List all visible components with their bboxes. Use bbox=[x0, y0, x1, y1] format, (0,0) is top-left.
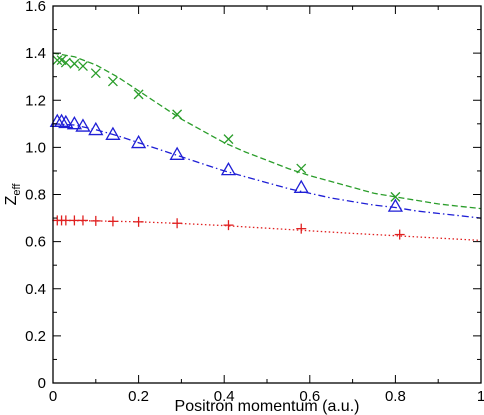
x-tick-label: 1 bbox=[477, 388, 484, 405]
point-cross bbox=[60, 57, 71, 68]
point-plus bbox=[107, 216, 118, 227]
point-cross-stroke bbox=[133, 89, 144, 100]
point-cross bbox=[296, 163, 307, 174]
point-cross-stroke bbox=[52, 55, 63, 66]
point-cross bbox=[223, 134, 234, 145]
point-triangle bbox=[130, 134, 147, 149]
point-cross bbox=[390, 191, 401, 202]
point-plus bbox=[60, 215, 71, 226]
y-axis-title-subscript: eff bbox=[11, 183, 23, 196]
x-tick-label: 0.2 bbox=[128, 388, 149, 405]
point-triangle bbox=[53, 113, 70, 127]
point-cross bbox=[172, 109, 183, 120]
point-cross-stroke bbox=[296, 163, 307, 174]
y-tick-label: 0.2 bbox=[25, 328, 46, 345]
point-cross-stroke bbox=[223, 134, 234, 145]
point-plus bbox=[133, 216, 144, 227]
y-tick-label: 1.2 bbox=[25, 92, 46, 109]
point-cross-stroke bbox=[107, 76, 118, 87]
y-tick-label: 1.0 bbox=[25, 139, 46, 156]
point-cross-stroke bbox=[390, 191, 401, 202]
tick-labels: 0 0.2 0.4 0.6 0.8 1 0 0.2 0.4 0.6 0.8 1.0 1.2 1.4 1.6 bbox=[25, 0, 484, 405]
x-tick-label: 0.6 bbox=[299, 388, 320, 405]
point-triangle bbox=[58, 114, 74, 129]
point-plus bbox=[69, 215, 80, 226]
plot-frame bbox=[52, 5, 482, 384]
point-triangle bbox=[75, 118, 91, 132]
model-curves bbox=[52, 52, 482, 242]
point-plus bbox=[172, 218, 183, 229]
point-triangle bbox=[220, 161, 237, 176]
data-points bbox=[49, 55, 405, 240]
point-cross bbox=[133, 89, 144, 100]
y-tick-label: 1.4 bbox=[25, 45, 46, 62]
y-tick-label: 0.4 bbox=[25, 281, 46, 298]
y-tick-label: 1.6 bbox=[25, 0, 46, 15]
point-cross bbox=[78, 61, 88, 72]
point-cross-stroke bbox=[69, 58, 80, 69]
point-plus bbox=[77, 215, 88, 226]
point-triangle bbox=[387, 198, 404, 212]
point-cross-stroke bbox=[60, 57, 71, 68]
x-tick-label: 0.8 bbox=[385, 388, 406, 405]
y-axis-title: Zeff bbox=[3, 183, 23, 206]
x-tick-label: 0 bbox=[49, 388, 57, 405]
point-cross-stroke bbox=[90, 68, 101, 79]
point-cross bbox=[52, 55, 63, 66]
point-triangle bbox=[105, 126, 121, 140]
point-cross bbox=[69, 58, 80, 69]
x-axis-title: Positron momentum (a.u.) bbox=[175, 398, 360, 415]
y-tick-label: 0.8 bbox=[25, 187, 46, 204]
point-triangle bbox=[66, 116, 83, 130]
point-triangle bbox=[293, 179, 309, 193]
point-plus bbox=[223, 220, 234, 231]
point-plus bbox=[90, 215, 101, 226]
point-cross bbox=[90, 68, 101, 79]
point-plus bbox=[296, 223, 307, 234]
curve-dashed bbox=[52, 52, 482, 210]
point-cross-stroke bbox=[56, 55, 67, 66]
point-cross bbox=[107, 76, 118, 87]
y-axis-title-main: Z bbox=[3, 195, 20, 205]
curve-dotted bbox=[52, 219, 482, 242]
point-cross-stroke bbox=[172, 109, 183, 120]
point-cross-stroke bbox=[78, 61, 88, 72]
point-plus bbox=[394, 229, 405, 240]
x-tick-label: 0.4 bbox=[214, 388, 235, 405]
axis-ticks bbox=[52, 5, 482, 384]
point-triangle bbox=[169, 146, 185, 160]
curve-dashdot bbox=[52, 123, 482, 219]
point-triangle bbox=[88, 121, 104, 136]
y-tick-label: 0.6 bbox=[25, 234, 46, 251]
y-tick-label: 0 bbox=[38, 375, 46, 392]
